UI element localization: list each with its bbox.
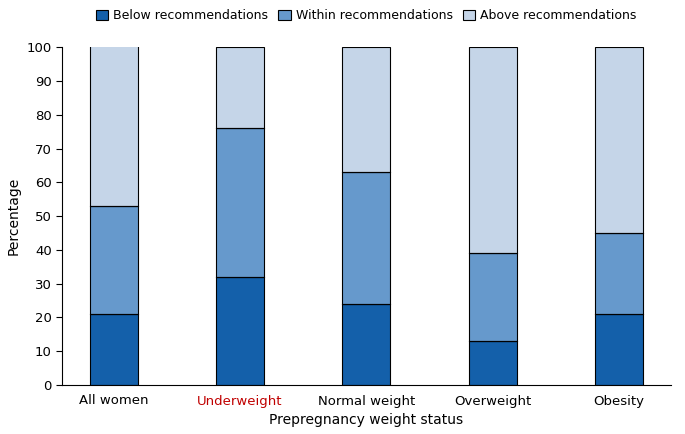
Bar [595, 233, 643, 314]
Bar [216, 128, 264, 277]
Y-axis label: Percentage: Percentage [7, 177, 21, 255]
Bar [90, 206, 138, 314]
Bar [216, 277, 264, 385]
Bar [342, 47, 390, 172]
Bar [469, 47, 516, 253]
Bar [469, 341, 516, 385]
Bar [90, 314, 138, 385]
Legend: Below recommendations, Within recommendations, Above recommendations: Below recommendations, Within recommenda… [93, 7, 639, 24]
Bar [595, 314, 643, 385]
Bar [342, 304, 390, 385]
X-axis label: Prepregnancy weight status: Prepregnancy weight status [269, 413, 464, 427]
Bar [469, 253, 516, 341]
Bar [595, 47, 643, 233]
Bar [90, 44, 138, 206]
Bar [216, 47, 264, 128]
Bar [342, 172, 390, 304]
